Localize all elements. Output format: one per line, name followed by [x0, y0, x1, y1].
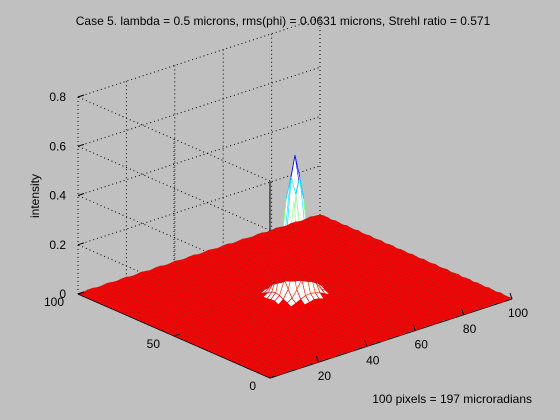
y-tick-label: 50 [147, 337, 161, 351]
scale-footnote: 100 pixels = 197 microradians [372, 392, 532, 406]
y-tick [77, 291, 85, 295]
x-tick-label: 100 [508, 306, 528, 320]
grid-line-z [77, 66, 321, 147]
x-tick [364, 340, 368, 347]
axis-edge [269, 298, 513, 379]
z-tick-label: 0.2 [49, 238, 66, 252]
grid-line-z [77, 145, 271, 231]
z-tick-label: 0.6 [49, 139, 66, 153]
y-tick-label: 0 [249, 379, 256, 393]
intensity-surface [77, 155, 514, 378]
grid-line-z [77, 17, 321, 98]
y-tick-label: 100 [44, 295, 64, 309]
z-tick [77, 143, 85, 147]
x-tick [509, 292, 513, 300]
grid-line-z [77, 116, 321, 196]
chart-title: Case 5. lambda = 0.5 microns, rms(phi) =… [76, 14, 491, 28]
x-tick [461, 308, 465, 315]
z-tick-label: 0 [59, 287, 66, 301]
x-tick-label: 80 [463, 322, 477, 336]
x-tick-label: 60 [415, 338, 429, 352]
z-tick-label: 0.4 [49, 189, 66, 203]
x-tick [412, 324, 416, 331]
z-tick-label: 0.8 [49, 90, 66, 104]
x-tick [315, 356, 319, 363]
y-tick [269, 375, 277, 379]
z-axis-label: intensity [28, 174, 42, 218]
z-tick [77, 94, 85, 98]
x-tick-label: 40 [366, 353, 380, 367]
grid-line-z [77, 195, 271, 280]
x-tick-label: 20 [318, 369, 332, 383]
z-tick [77, 193, 85, 196]
z-tick [77, 242, 85, 246]
y-tick [173, 333, 181, 337]
grid-line-z [77, 165, 321, 246]
